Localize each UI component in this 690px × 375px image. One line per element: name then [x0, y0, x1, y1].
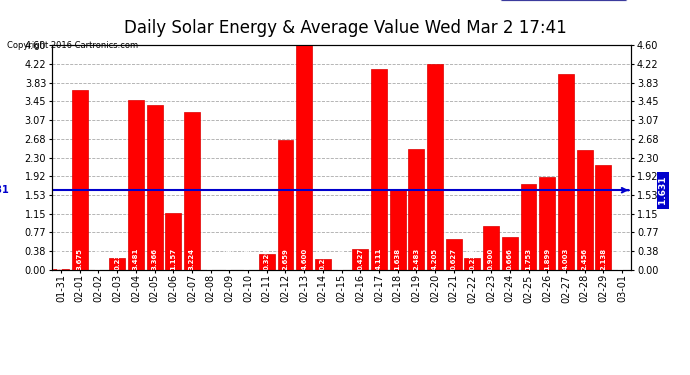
Bar [72, 90, 88, 270]
Text: 4.205: 4.205 [432, 248, 438, 270]
Bar [315, 259, 331, 270]
Bar [109, 258, 125, 270]
Text: 1.631: 1.631 [659, 173, 668, 207]
Text: 2.138: 2.138 [600, 248, 607, 270]
Text: Daily Solar Energy & Average Value Wed Mar 2 17:41: Daily Solar Energy & Average Value Wed M… [124, 19, 566, 37]
Bar [540, 177, 555, 270]
Bar [483, 226, 499, 270]
Text: 0.000: 0.000 [245, 247, 251, 270]
Bar [353, 249, 368, 270]
Bar [371, 69, 387, 270]
Text: 0.227: 0.227 [320, 248, 326, 270]
Bar [296, 45, 312, 270]
Text: 3.481: 3.481 [133, 247, 139, 270]
Text: 0.427: 0.427 [357, 247, 363, 270]
Text: 1.157: 1.157 [170, 248, 176, 270]
Bar [427, 64, 443, 270]
Bar [595, 165, 611, 270]
Bar [558, 74, 574, 270]
Bar [408, 148, 424, 270]
Bar [259, 254, 275, 270]
Text: Copyright 2016 Cartronics.com: Copyright 2016 Cartronics.com [7, 41, 138, 50]
Text: 4.600: 4.600 [301, 247, 307, 270]
Bar [53, 269, 69, 270]
Text: 3.224: 3.224 [189, 248, 195, 270]
Bar [464, 258, 480, 270]
Text: 2.483: 2.483 [413, 247, 420, 270]
Bar [166, 213, 181, 270]
Text: 3.675: 3.675 [77, 248, 83, 270]
Text: 3.366: 3.366 [152, 248, 157, 270]
Bar [520, 184, 536, 270]
Text: 0.900: 0.900 [488, 247, 494, 270]
Bar [502, 237, 518, 270]
Text: 0.320: 0.320 [264, 248, 270, 270]
Bar [390, 190, 406, 270]
Text: 0.238: 0.238 [114, 248, 120, 270]
Text: 1.631: 1.631 [0, 185, 10, 195]
Text: 0.000: 0.000 [95, 247, 101, 270]
Bar [184, 112, 200, 270]
Text: 0.021: 0.021 [58, 248, 64, 270]
Text: 0.000: 0.000 [226, 247, 233, 270]
Text: 0.627: 0.627 [451, 248, 457, 270]
Bar [277, 140, 293, 270]
Text: 1.899: 1.899 [544, 247, 550, 270]
Text: 0.000: 0.000 [208, 247, 214, 270]
Text: 0.000: 0.000 [339, 247, 344, 270]
Text: 1.753: 1.753 [526, 248, 531, 270]
Text: 4.111: 4.111 [376, 247, 382, 270]
Bar [577, 150, 593, 270]
Text: 2.659: 2.659 [282, 248, 288, 270]
Text: 2.456: 2.456 [582, 248, 588, 270]
Text: 0.000: 0.000 [619, 247, 625, 270]
Bar [147, 105, 163, 270]
Text: 4.003: 4.003 [563, 247, 569, 270]
Bar [446, 239, 462, 270]
Legend: Average ($), Daily  ($): Average ($), Daily ($) [500, 0, 627, 1]
Bar [128, 100, 144, 270]
Text: 0.666: 0.666 [507, 248, 513, 270]
Text: 0.236: 0.236 [469, 248, 475, 270]
Text: 1.638: 1.638 [395, 248, 401, 270]
